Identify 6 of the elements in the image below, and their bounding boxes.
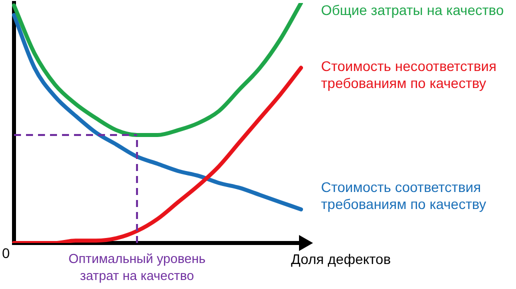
x-axis-title: Доля дефектов [291,251,391,268]
series-label: Стоимость несоответствия требованиям по качеству [321,58,498,92]
series-label: Общие затраты на качество [321,2,505,19]
series-label: Стоимость соответствия требованиям по качеству [321,179,488,214]
text: Оптимальный уровень затрат на качество [67,250,207,284]
text: 0 [2,245,10,262]
